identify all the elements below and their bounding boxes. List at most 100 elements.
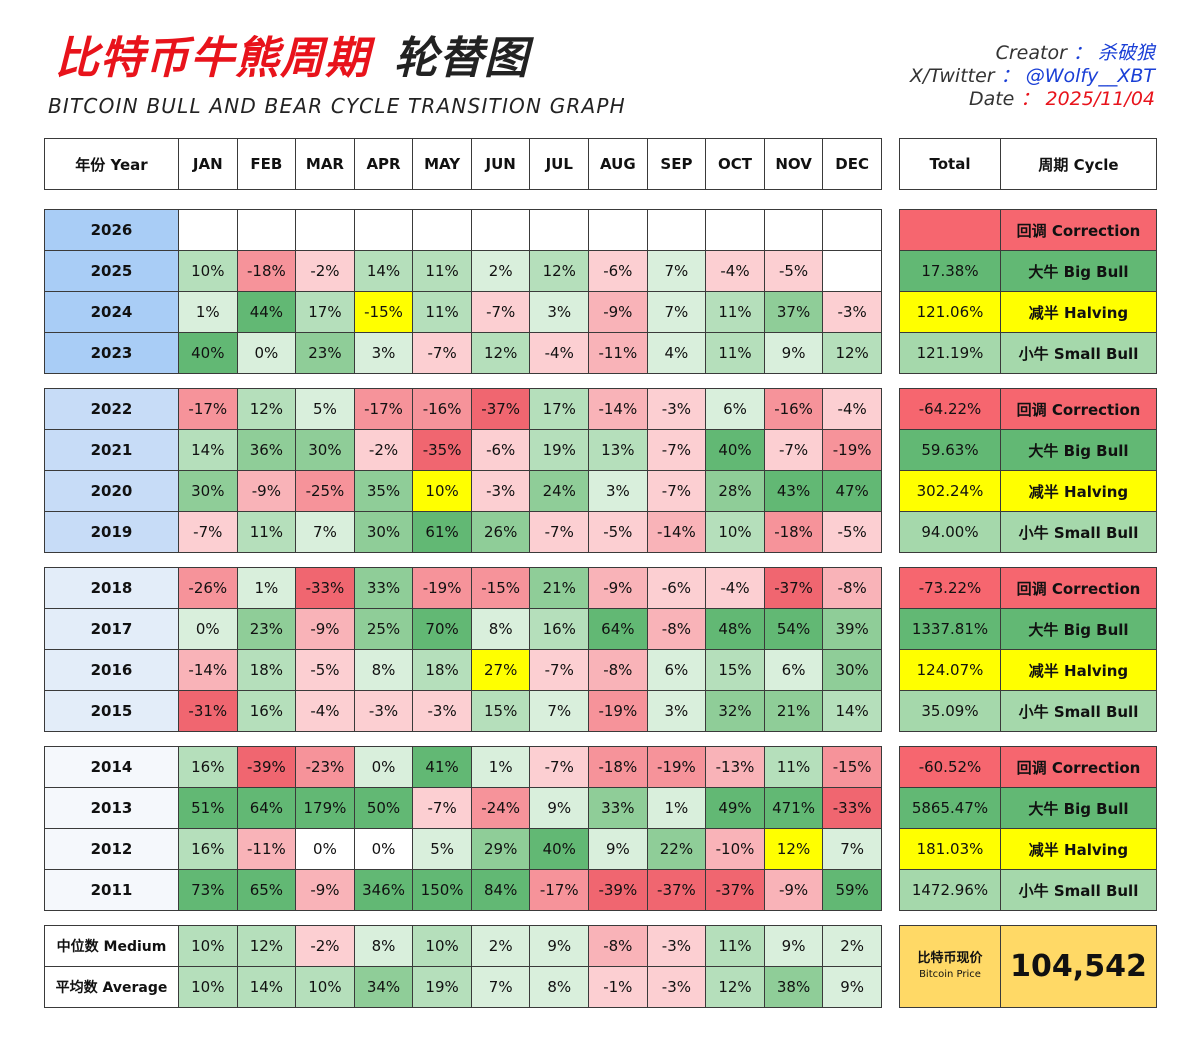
month-cell: 15% (470, 690, 531, 732)
meta-date: Date ： 2025/11/04 (910, 88, 1155, 111)
month-cell: -6% (588, 250, 648, 292)
group-table-1: 2022 -17% 12% 5% -17% -16% -37% 17% -14% -3% 6% -16… (44, 388, 882, 553)
month-cell: 26% (470, 511, 531, 553)
month-cell: 14% (178, 429, 238, 471)
creator-sep: ： (1072, 42, 1092, 64)
month-cell: -5% (763, 250, 824, 292)
total-cell: 302.24% (899, 470, 1001, 512)
cycle-cell: 大牛 Big Bull (1000, 429, 1157, 471)
date-sep: ： (1020, 88, 1040, 110)
year-cell: 2025 (44, 250, 179, 292)
year-cell: 2019 (44, 511, 179, 553)
cycle-cell: 大牛 Big Bull (1000, 250, 1157, 292)
month-cell: 21% (529, 567, 590, 609)
month-cell: -8% (588, 649, 648, 691)
totals-row: 181.03% 减半 Halving (899, 828, 1157, 870)
month-cell: -9% (295, 869, 355, 911)
totals-row: 1472.96% 小牛 Small Bull (899, 869, 1157, 911)
month-cell: -3% (470, 470, 531, 512)
month-cell: -31% (178, 690, 238, 732)
month-cell: 16% (178, 746, 238, 788)
header-totals-table: Total 周期 Cycle (899, 138, 1157, 190)
month-cell: 7% (822, 828, 882, 870)
month-cell: 0% (353, 828, 414, 870)
total-cell: -73.22% (899, 567, 1001, 609)
group-totals-table-0: 回调 Correction 17.38% 大牛 Big Bull 121.06% 减半 … (899, 209, 1157, 374)
month-cell: -4% (705, 250, 765, 292)
header-month-dec: DEC (822, 138, 882, 190)
year-cell: 2021 (44, 429, 179, 471)
header-cycle: 周期 Cycle (1000, 138, 1157, 190)
date-value: 2025/11/04 (1045, 88, 1155, 110)
month-cell: -7% (470, 291, 531, 333)
month-cell (646, 209, 707, 251)
stats-table: 中位数 Medium 10% 12% -2% 8% 10% 2% 9% -8% -3% 11% 9% 2… (44, 925, 882, 1008)
month-cell: 4% (646, 332, 707, 374)
month-cell: -33% (295, 567, 355, 609)
month-cell: 23% (295, 332, 355, 374)
year-cell: 2026 (44, 209, 179, 251)
price-label-en: Bitcoin Price (919, 968, 981, 980)
month-cell: 14% (822, 690, 882, 732)
month-cell: -2% (295, 250, 355, 292)
month-cell: 73% (178, 869, 238, 911)
group-table-3: 2014 16% -39% -23% 0% 41% 1% -7% -18% -19% -13% 11%… (44, 746, 882, 911)
month-cell: -3% (646, 388, 707, 430)
year-cell: 2024 (44, 291, 179, 333)
month-cell: 25% (353, 608, 414, 650)
month-cell: -3% (412, 690, 472, 732)
month-cell: -39% (236, 746, 297, 788)
month-cell: 8% (470, 608, 531, 650)
date-label: Date (968, 88, 1015, 110)
totals-row: -60.52% 回调 Correction (899, 746, 1157, 788)
stats-cell: 2% (822, 925, 882, 967)
month-cell: 32% (705, 690, 765, 732)
month-cell: 6% (646, 649, 707, 691)
stats-cell: 10% (178, 966, 238, 1008)
year-cell: 2023 (44, 332, 179, 374)
creator-label: Creator (995, 42, 1067, 64)
total-cell: 59.63% (899, 429, 1001, 471)
month-cell: 346% (353, 869, 414, 911)
month-cell: 30% (822, 649, 882, 691)
month-cell: 11% (763, 746, 824, 788)
month-cell: 48% (705, 608, 765, 650)
month-cell: 27% (470, 649, 531, 691)
totals-row: 121.06% 减半 Halving (899, 291, 1157, 333)
month-cell: 11% (412, 291, 472, 333)
group-table-2: 2018 -26% 1% -33% 33% -19% -15% 21% -9% -6% -4% -37… (44, 567, 882, 732)
month-cell: 6% (763, 649, 824, 691)
totals-row: 94.00% 小牛 Small Bull (899, 511, 1157, 553)
stats-cell: -8% (588, 925, 648, 967)
cycle-cell: 大牛 Big Bull (1000, 787, 1157, 829)
month-cell: -19% (822, 429, 882, 471)
month-cell: -8% (646, 608, 707, 650)
month-cell: 49% (705, 787, 765, 829)
month-cell: 54% (763, 608, 824, 650)
month-cell: 3% (588, 470, 648, 512)
price-table: 比特币现价 Bitcoin Price 104,542 (899, 925, 1157, 1008)
table-row: 2012 16% -11% 0% 0% 5% 29% 40% 9% 22% -10% 12% 7% (44, 828, 882, 870)
month-cell: 40% (178, 332, 238, 374)
stats-cell: 10% (412, 925, 472, 967)
month-cell: -5% (822, 511, 882, 553)
header-month-feb: FEB (236, 138, 297, 190)
month-cell: -37% (705, 869, 765, 911)
month-cell: -7% (763, 429, 824, 471)
twitter-value[interactable]: @Wolfy__XBT (1025, 65, 1155, 87)
month-cell: -17% (353, 388, 414, 430)
twitter-sep: ： (1000, 65, 1020, 87)
table-row: 2022 -17% 12% 5% -17% -16% -37% 17% -14% -3% 6% -16… (44, 388, 882, 430)
header-month-mar: MAR (295, 138, 355, 190)
price-value: 104,542 (1000, 925, 1157, 1008)
month-cell: 3% (353, 332, 414, 374)
stats-row: 中位数 Medium 10% 12% -2% 8% 10% 2% 9% -8% -3% 11% 9% 2… (44, 925, 882, 967)
month-cell: -4% (822, 388, 882, 430)
totals-row: 302.24% 减半 Halving (899, 470, 1157, 512)
month-cell: -9% (236, 470, 297, 512)
month-cell: 0% (236, 332, 297, 374)
total-cell (899, 209, 1001, 251)
month-cell: 30% (353, 511, 414, 553)
month-cell: 5% (412, 828, 472, 870)
month-cell: -4% (705, 567, 765, 609)
